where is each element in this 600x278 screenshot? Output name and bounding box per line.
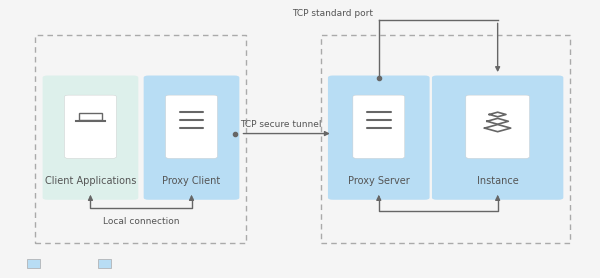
Bar	[26, 259, 40, 269]
Text: Instance: Instance	[477, 176, 518, 186]
Bar	[79, 113, 102, 120]
Text: Client Applications: Client Applications	[45, 176, 136, 186]
FancyBboxPatch shape	[143, 76, 239, 200]
FancyBboxPatch shape	[432, 76, 563, 200]
FancyBboxPatch shape	[353, 95, 404, 158]
Text: Local connection: Local connection	[103, 217, 179, 226]
FancyBboxPatch shape	[466, 95, 529, 158]
Bar	[35, 36, 247, 242]
Bar	[98, 259, 111, 269]
FancyBboxPatch shape	[166, 95, 217, 158]
FancyBboxPatch shape	[43, 76, 139, 200]
Text: Proxy Server: Proxy Server	[348, 176, 410, 186]
Text: TCP standard port: TCP standard port	[292, 9, 373, 18]
Bar	[321, 36, 571, 242]
FancyBboxPatch shape	[328, 76, 430, 200]
Text: Proxy Client: Proxy Client	[163, 176, 221, 186]
Text: TCP secure tunnel: TCP secure tunnel	[241, 120, 322, 130]
FancyBboxPatch shape	[65, 95, 116, 158]
